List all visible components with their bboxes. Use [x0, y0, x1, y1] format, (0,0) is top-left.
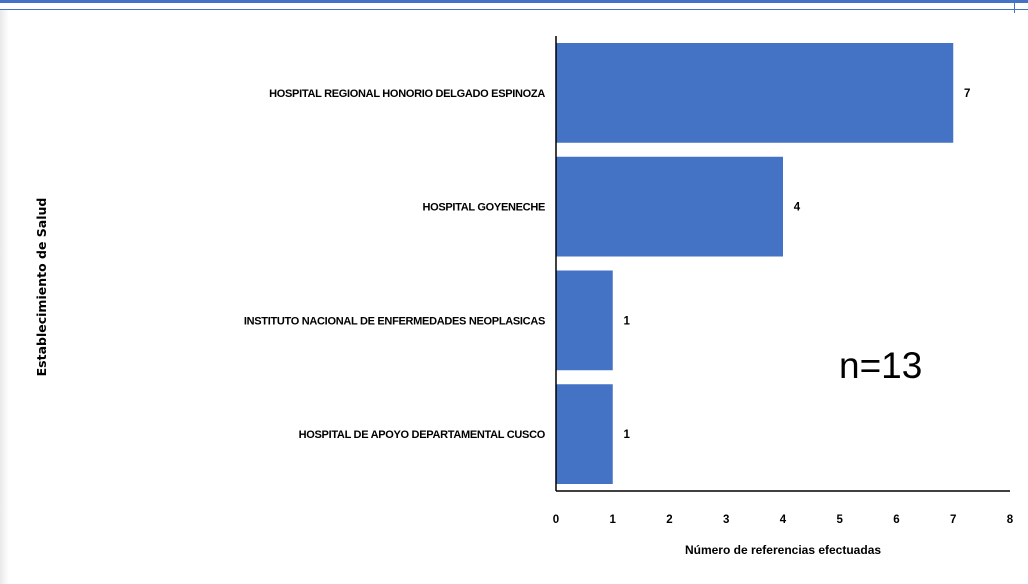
sample-size-annotation: n=13 [839, 345, 922, 386]
data-label-4: 1 [624, 429, 631, 441]
data-label-1: 7 [964, 88, 970, 100]
data-labels: 7 4 1 1 [624, 88, 971, 441]
bar-1 [556, 43, 954, 143]
bar-2 [556, 156, 783, 257]
bar-3 [556, 270, 613, 371]
category-labels: HOSPITAL REGIONAL HONORIO DELGADO ESPINO… [244, 88, 546, 441]
x-tick-label-8: 8 [1007, 514, 1014, 526]
window-corner [1014, 3, 1028, 13]
window-top-border [0, 0, 1028, 13]
x-tick-label-4: 4 [780, 514, 787, 526]
category-label-3: INSTITUTO NACIONAL DE ENFERMEDADES NEOPL… [244, 315, 545, 327]
x-tick-label-7: 7 [950, 514, 956, 526]
x-tick-label-6: 6 [893, 514, 899, 526]
data-label-3: 1 [624, 315, 631, 327]
x-tick-label-2: 2 [666, 514, 672, 526]
bars-group [556, 43, 954, 484]
category-label-2: HOSPITAL GOYENECHE [422, 202, 545, 214]
bar-4 [556, 384, 613, 484]
x-axis-title: Número de referencias efectuadas [685, 543, 881, 557]
category-label-1: HOSPITAL REGIONAL HONORIO DELGADO ESPINO… [269, 88, 545, 100]
x-tick-label-5: 5 [837, 514, 844, 526]
x-tick-label-3: 3 [723, 514, 729, 526]
data-label-2: 4 [794, 202, 801, 214]
x-tick-labels: 0 1 2 3 4 5 6 7 8 [553, 514, 1014, 526]
x-tick-label-1: 1 [610, 514, 617, 526]
category-label-4: HOSPITAL DE APOYO DEPARTAMENTAL CUSCO [299, 429, 546, 441]
y-axis-title: Establecimiento de Salud [34, 198, 49, 377]
x-tick-label-0: 0 [553, 514, 559, 526]
